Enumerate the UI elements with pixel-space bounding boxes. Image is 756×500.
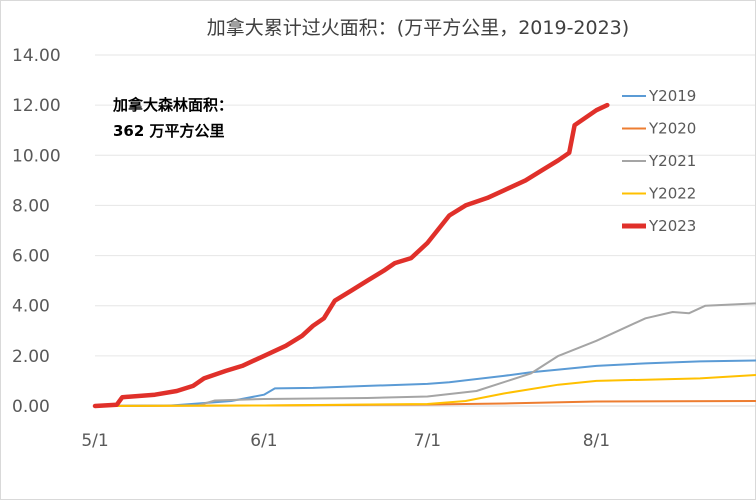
y-axis-ticks: 0.00 2.00 4.00 6.00 8.00 10.00 12.00 14.00 (12, 46, 61, 417)
y-tick-label: 2.00 (12, 347, 50, 367)
series-line-y2019 (94, 359, 756, 407)
x-tick-label: 8/1 (583, 431, 610, 451)
x-tick-label: 6/1 (250, 431, 277, 451)
legend-label: Y2023 (648, 217, 696, 235)
gridlines (95, 54, 755, 357)
y-tick-label: 12.00 (12, 96, 61, 116)
legend-label: Y2019 (648, 87, 696, 105)
series-line-y2023 (92, 102, 610, 409)
legend-label: Y2020 (648, 120, 696, 138)
annotation-line: 362 万平方公里 (113, 122, 225, 140)
series-line-y2021 (94, 302, 756, 407)
x-tick-label: 7/1 (414, 431, 441, 451)
legend: Y2019 Y2020 Y2021 Y2022 Y2023 (622, 87, 696, 235)
series-line-y2022 (94, 373, 756, 407)
legend-label: Y2021 (648, 152, 696, 170)
annotation-line: 加拿大森林面积： (112, 96, 233, 114)
x-tick-label: 5/1 (81, 431, 108, 451)
y-tick-label: 6.00 (12, 247, 50, 267)
y-tick-label: 0.00 (12, 397, 50, 417)
series-lines (92, 102, 756, 409)
chart-title: 加拿大累计过火面积：(万平方公里，2019-2023) (207, 16, 629, 39)
y-tick-label: 4.00 (12, 297, 50, 317)
x-axis-ticks: 5/1 6/1 7/1 8/1 (81, 431, 610, 451)
y-tick-label: 14.00 (12, 46, 61, 66)
forest-area-annotation: 加拿大森林面积： 362 万平方公里 (112, 96, 233, 140)
legend-label: Y2022 (648, 185, 696, 203)
y-tick-label: 10.00 (12, 146, 61, 166)
y-tick-label: 8.00 (12, 196, 50, 216)
